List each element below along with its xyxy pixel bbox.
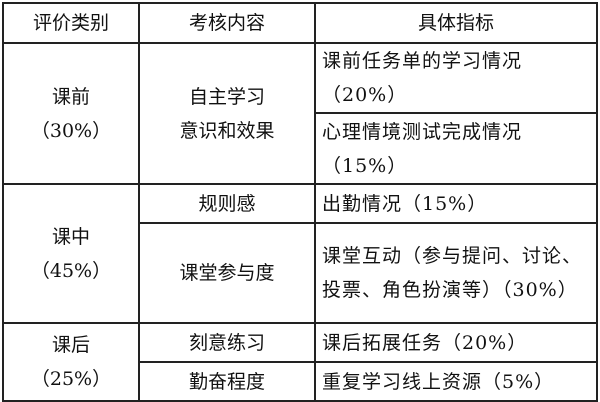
header-category: 评价类别 [2, 2, 140, 44]
category-cell: 课后 （25%） [2, 322, 140, 402]
table-row: 心理情境测试完成情况（15%） [3, 112, 598, 185]
table-row: 勤奋程度 重复学习线上资源（5%） [3, 361, 598, 402]
category-name: 课中 [51, 225, 90, 248]
category-weight: （30%） [30, 119, 112, 142]
content-line: 意识和效果 [179, 119, 275, 142]
indicator-cell: 出勤情况（15%） [314, 183, 598, 224]
indicator-cell: 心理情境测试完成情况（15%） [314, 112, 598, 185]
indicator-cell: 课后拓展任务（20%） [314, 322, 598, 363]
category-name: 课前 [51, 85, 90, 108]
indicator-cell: 课堂互动（参与提问、讨论、投票、角色扮演等）（30%） [314, 222, 598, 324]
table-row: 课中 （45%） 规则感 出勤情况（15%） [2, 183, 598, 324]
content-cell: 刻意练习 [138, 322, 316, 363]
category-weight: （45%） [30, 259, 112, 282]
category-name: 课后 [51, 334, 90, 356]
content-cell: 规则感 [138, 183, 316, 224]
content-cell: 勤奋程度 [138, 361, 316, 402]
indicator-cell: 重复学习线上资源（5%） [314, 361, 598, 402]
header-row: 评价类别 考核内容 具体指标 [2, 2, 598, 44]
header-indicator: 具体指标 [314, 2, 598, 44]
category-cell: 课前 （30%） [2, 42, 140, 185]
table-row: 课前 （30%） 自主学习 意识和效果 课前任务单的学习情况（20%） [2, 42, 598, 185]
table-row: 课后 （25%） 刻意练习 课后拓展任务（20%） [2, 322, 598, 402]
category-weight: （25%） [30, 368, 112, 390]
content-cell: 课堂参与度 [138, 222, 316, 324]
table-row: 课堂参与度 课堂互动（参与提问、讨论、投票、角色扮演等）（30%） [3, 222, 598, 324]
content-cell: 自主学习 意识和效果 [138, 42, 316, 185]
indicator-cell: 课前任务单的学习情况（20%） [314, 42, 598, 114]
category-cell: 课中 （45%） [2, 183, 140, 324]
header-content: 考核内容 [138, 2, 316, 44]
content-line: 自主学习 [188, 85, 265, 108]
